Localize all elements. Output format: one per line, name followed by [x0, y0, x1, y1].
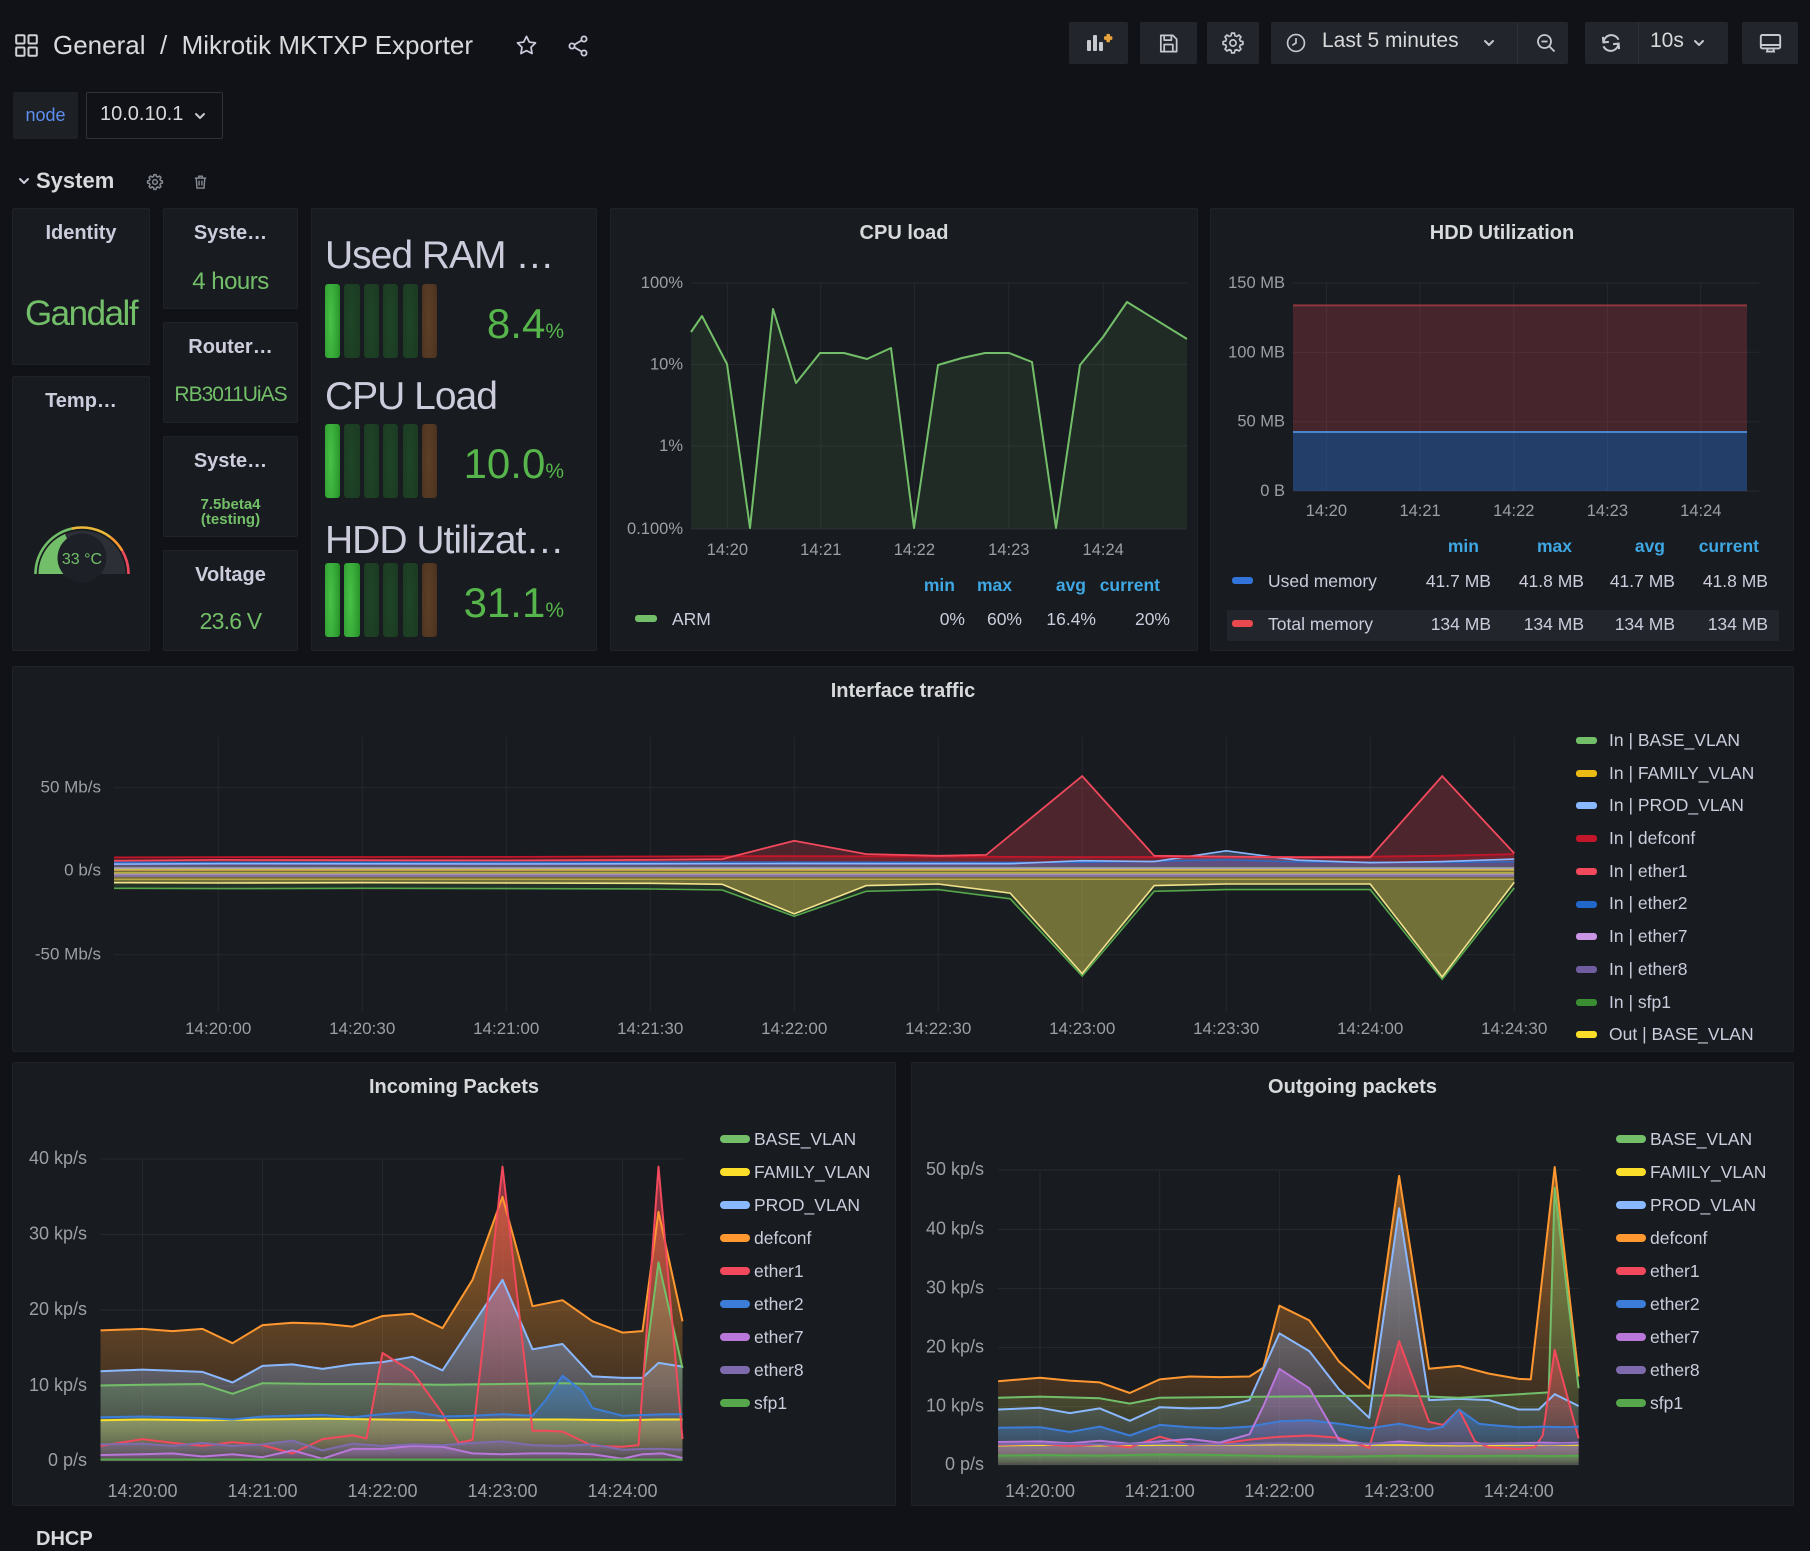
svg-text:40 kp/s: 40 kp/s	[926, 1219, 984, 1239]
svg-text:14:20: 14:20	[707, 541, 748, 559]
svg-text:14:20: 14:20	[1306, 502, 1347, 520]
svg-text:0 B: 0 B	[1260, 482, 1285, 500]
svg-text:14:22: 14:22	[894, 541, 935, 559]
svg-text:40 kp/s: 40 kp/s	[29, 1148, 87, 1168]
svg-text:14:24: 14:24	[1083, 541, 1124, 559]
svg-text:0.100%: 0.100%	[627, 520, 683, 538]
svg-text:14:24:00: 14:24:00	[1337, 1019, 1403, 1038]
svg-text:10 kp/s: 10 kp/s	[29, 1375, 87, 1395]
svg-text:20 kp/s: 20 kp/s	[926, 1337, 984, 1357]
svg-text:14:24:00: 14:24:00	[587, 1481, 657, 1501]
svg-text:30 kp/s: 30 kp/s	[926, 1278, 984, 1298]
svg-text:14:24:30: 14:24:30	[1481, 1019, 1547, 1038]
svg-text:14:20:30: 14:20:30	[329, 1019, 395, 1038]
svg-text:50 kp/s: 50 kp/s	[926, 1159, 984, 1179]
svg-text:33 °C: 33 °C	[62, 551, 102, 568]
svg-text:14:24: 14:24	[1680, 502, 1721, 520]
svg-text:14:22: 14:22	[1493, 502, 1534, 520]
svg-text:100%: 100%	[641, 274, 684, 292]
svg-text:14:22:00: 14:22:00	[1244, 1481, 1314, 1501]
svg-text:50 Mb/s: 50 Mb/s	[41, 778, 101, 797]
svg-text:14:20:00: 14:20:00	[1005, 1481, 1075, 1501]
svg-text:10 kp/s: 10 kp/s	[926, 1396, 984, 1416]
svg-text:0 b/s: 0 b/s	[64, 861, 101, 880]
svg-text:14:21:00: 14:21:00	[473, 1019, 539, 1038]
svg-text:14:20:00: 14:20:00	[107, 1481, 177, 1501]
svg-text:14:22:00: 14:22:00	[347, 1481, 417, 1501]
svg-text:0 p/s: 0 p/s	[48, 1450, 87, 1470]
svg-text:20 kp/s: 20 kp/s	[29, 1299, 87, 1319]
svg-text:1%: 1%	[659, 437, 683, 455]
svg-text:-50 Mb/s: -50 Mb/s	[35, 945, 101, 964]
svg-text:14:21:30: 14:21:30	[617, 1019, 683, 1038]
svg-text:14:24:00: 14:24:00	[1484, 1481, 1554, 1501]
svg-text:14:21:00: 14:21:00	[227, 1481, 297, 1501]
svg-text:14:21:00: 14:21:00	[1125, 1481, 1195, 1501]
svg-text:14:23:00: 14:23:00	[467, 1481, 537, 1501]
svg-text:0 p/s: 0 p/s	[945, 1454, 984, 1474]
svg-text:14:23:00: 14:23:00	[1364, 1481, 1434, 1501]
svg-text:14:20:00: 14:20:00	[185, 1019, 251, 1038]
svg-text:14:23: 14:23	[988, 541, 1029, 559]
svg-text:14:21: 14:21	[800, 541, 841, 559]
svg-text:14:23: 14:23	[1587, 502, 1628, 520]
svg-text:30 kp/s: 30 kp/s	[29, 1224, 87, 1244]
svg-text:14:23:30: 14:23:30	[1193, 1019, 1259, 1038]
svg-text:50 MB: 50 MB	[1237, 413, 1285, 431]
svg-text:10%: 10%	[650, 356, 683, 374]
svg-text:14:22:00: 14:22:00	[761, 1019, 827, 1038]
svg-text:14:23:00: 14:23:00	[1049, 1019, 1115, 1038]
svg-text:100 MB: 100 MB	[1228, 343, 1285, 361]
svg-text:150 MB: 150 MB	[1228, 274, 1285, 292]
svg-text:14:21: 14:21	[1399, 502, 1440, 520]
svg-text:14:22:30: 14:22:30	[905, 1019, 971, 1038]
